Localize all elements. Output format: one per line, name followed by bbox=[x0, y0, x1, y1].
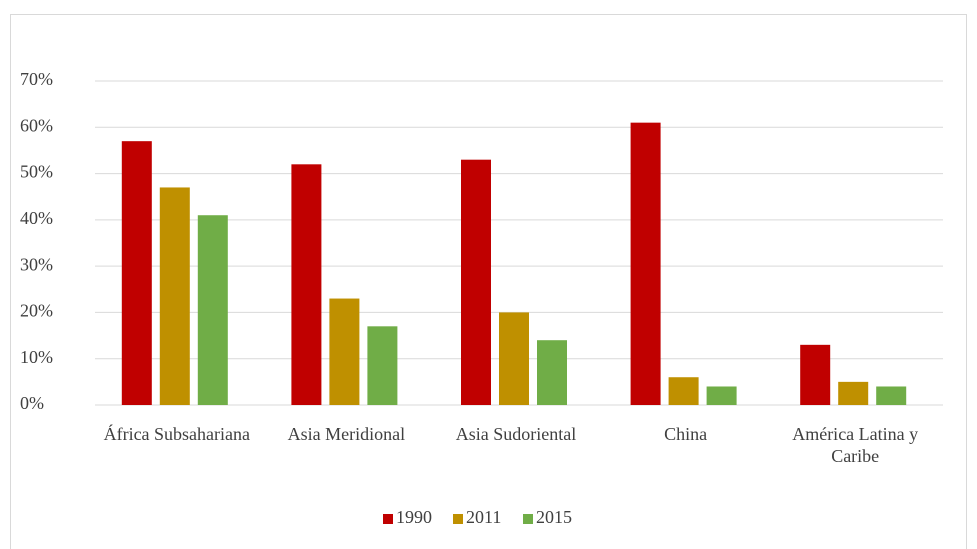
legend-label: 1990 bbox=[396, 507, 432, 527]
bar bbox=[876, 386, 907, 405]
bar bbox=[329, 298, 360, 405]
bar bbox=[159, 187, 190, 405]
bar bbox=[291, 164, 322, 405]
y-tick-label: 50% bbox=[20, 162, 53, 182]
x-tick-label: África Subsahariana bbox=[103, 424, 251, 444]
y-tick-label: 20% bbox=[20, 301, 53, 321]
bar bbox=[800, 344, 831, 405]
x-tick-label: América Latina y Caribe bbox=[792, 424, 919, 466]
bar bbox=[461, 159, 491, 405]
x-tick-label: Asia Meridional bbox=[287, 424, 406, 444]
bar bbox=[668, 377, 699, 405]
y-tick-label: 0% bbox=[20, 393, 44, 413]
bar bbox=[706, 386, 737, 405]
legend-label: 2011 bbox=[466, 507, 501, 527]
y-tick-label: 10% bbox=[20, 347, 53, 367]
legend-swatch bbox=[383, 514, 393, 524]
bar bbox=[838, 381, 869, 405]
y-tick-label: 40% bbox=[20, 208, 53, 228]
bar bbox=[197, 215, 228, 405]
bar bbox=[630, 122, 661, 406]
y-tick-label: 70% bbox=[20, 69, 53, 89]
bar bbox=[121, 141, 152, 405]
x-tick-label: Asia Sudoriental bbox=[455, 424, 577, 444]
bar bbox=[537, 340, 567, 405]
x-tick-label: China bbox=[664, 424, 708, 444]
bar bbox=[499, 312, 529, 405]
legend-swatch bbox=[453, 514, 463, 524]
y-tick-label: 30% bbox=[20, 254, 53, 274]
bar bbox=[367, 326, 398, 405]
legend-swatch bbox=[523, 514, 533, 524]
y-tick-label: 60% bbox=[20, 115, 53, 135]
legend-label: 2015 bbox=[536, 507, 572, 527]
